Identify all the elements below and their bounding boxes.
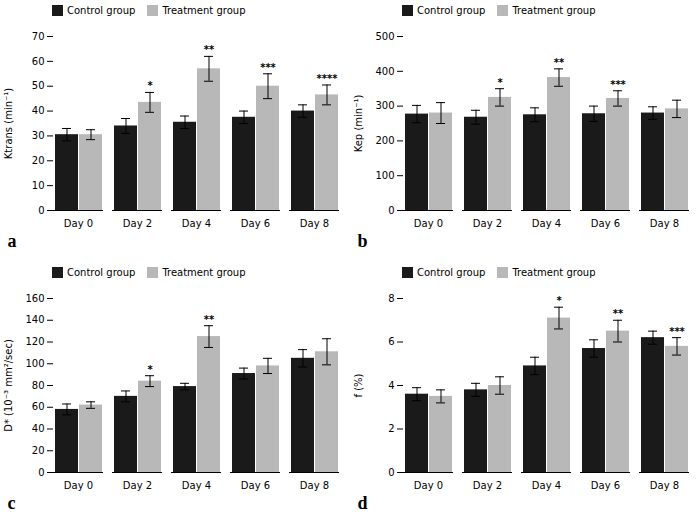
svg-text:60: 60 xyxy=(32,56,45,67)
svg-text:Day 4: Day 4 xyxy=(182,218,211,229)
svg-text:*: * xyxy=(147,80,153,91)
svg-text:**: ** xyxy=(204,44,215,55)
svg-text:Day 0: Day 0 xyxy=(64,480,93,491)
svg-text:0: 0 xyxy=(38,205,44,216)
svg-text:Day 4: Day 4 xyxy=(532,218,561,229)
svg-text:Day 0: Day 0 xyxy=(414,218,443,229)
svg-text:Day 2: Day 2 xyxy=(123,218,152,229)
svg-text:*: * xyxy=(147,364,153,375)
svg-text:**: ** xyxy=(204,314,215,325)
svg-text:Day 6: Day 6 xyxy=(591,480,620,491)
svg-text:40: 40 xyxy=(32,423,45,434)
svg-text:400: 400 xyxy=(375,66,394,77)
html-text:Control group: Control group xyxy=(67,4,136,16)
svg-text:***: *** xyxy=(669,326,685,337)
html-text:Treatment group: Treatment group xyxy=(162,266,246,278)
svg-text:***: *** xyxy=(260,62,276,73)
svg-text:300: 300 xyxy=(375,100,394,111)
svg-text:140: 140 xyxy=(25,314,44,325)
svg-text:Day 8: Day 8 xyxy=(650,480,679,491)
svg-text:f (%): f (%) xyxy=(353,373,364,397)
svg-text:0: 0 xyxy=(388,205,394,216)
svg-text:20: 20 xyxy=(32,155,45,166)
html-text:Treatment group: Treatment group xyxy=(512,266,596,278)
svg-text:100: 100 xyxy=(375,170,394,181)
svg-text:****: **** xyxy=(317,73,339,84)
svg-text:40: 40 xyxy=(32,105,45,116)
svg-text:Day 8: Day 8 xyxy=(300,218,329,229)
svg-text:b: b xyxy=(358,231,368,251)
svg-text:Ktrans (min⁻¹): Ktrans (min⁻¹) xyxy=(3,88,14,159)
svg-text:50: 50 xyxy=(32,80,45,91)
svg-text:Day 6: Day 6 xyxy=(591,218,620,229)
svg-text:***: *** xyxy=(610,79,626,90)
svg-text:60: 60 xyxy=(32,401,45,412)
svg-text:0: 0 xyxy=(388,467,394,478)
html-text:Control group: Control group xyxy=(417,4,486,16)
svg-text:10: 10 xyxy=(32,180,45,191)
svg-text:*: * xyxy=(556,295,562,306)
svg-text:**: ** xyxy=(613,308,624,319)
svg-text:200: 200 xyxy=(375,135,394,146)
svg-text:Day 8: Day 8 xyxy=(650,218,679,229)
svg-text:D* (10⁻³ mm²/sec): D* (10⁻³ mm²/sec) xyxy=(3,339,14,432)
svg-text:Day 6: Day 6 xyxy=(241,218,270,229)
svg-text:Day 0: Day 0 xyxy=(414,480,443,491)
svg-text:30: 30 xyxy=(32,130,45,141)
svg-text:0: 0 xyxy=(38,467,44,478)
html-text:Treatment group: Treatment group xyxy=(162,4,246,16)
svg-text:Day 0: Day 0 xyxy=(64,218,93,229)
svg-text:70: 70 xyxy=(32,31,45,42)
svg-text:Day 8: Day 8 xyxy=(300,480,329,491)
svg-text:Day 4: Day 4 xyxy=(182,480,211,491)
svg-text:120: 120 xyxy=(25,336,44,347)
svg-text:Day 2: Day 2 xyxy=(473,218,502,229)
svg-text:d: d xyxy=(358,493,368,513)
html-text:Control group: Control group xyxy=(67,266,136,278)
svg-text:160: 160 xyxy=(25,293,44,304)
svg-text:Day 2: Day 2 xyxy=(473,480,502,491)
svg-text:Day 2: Day 2 xyxy=(123,480,152,491)
html-text:Control group: Control group xyxy=(417,266,486,278)
svg-text:500: 500 xyxy=(375,31,394,42)
svg-text:80: 80 xyxy=(32,380,45,391)
svg-text:c: c xyxy=(8,493,16,513)
svg-text:6: 6 xyxy=(388,336,394,347)
svg-text:Kep (min⁻¹): Kep (min⁻¹) xyxy=(353,95,364,153)
svg-text:2: 2 xyxy=(388,423,394,434)
svg-text:100: 100 xyxy=(25,358,44,369)
svg-text:*: * xyxy=(497,77,503,88)
svg-text:Day 4: Day 4 xyxy=(532,480,561,491)
html-text:Treatment group: Treatment group xyxy=(512,4,596,16)
svg-text:a: a xyxy=(8,231,17,251)
svg-text:**: ** xyxy=(554,57,565,68)
svg-text:4: 4 xyxy=(388,380,394,391)
svg-text:8: 8 xyxy=(388,293,394,304)
svg-text:Day 6: Day 6 xyxy=(241,480,270,491)
svg-text:20: 20 xyxy=(32,445,45,456)
